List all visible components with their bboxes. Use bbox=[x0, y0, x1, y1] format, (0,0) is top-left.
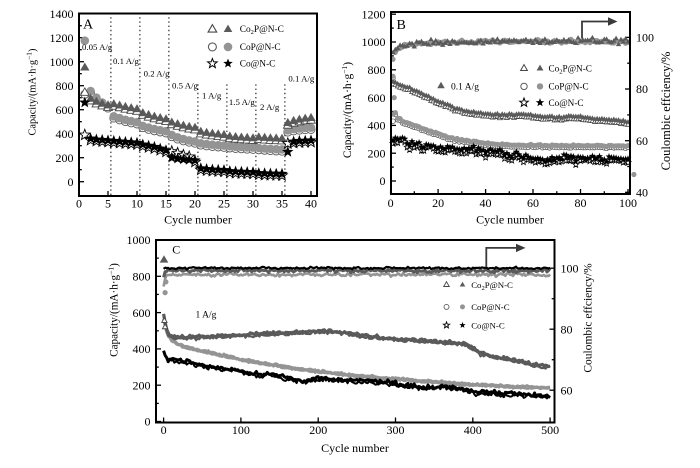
svg-text:1.5 A/g: 1.5 A/g bbox=[229, 97, 256, 107]
svg-text:10: 10 bbox=[131, 197, 143, 211]
svg-text:20: 20 bbox=[432, 196, 444, 210]
svg-text:200: 200 bbox=[368, 146, 386, 160]
svg-text:Co@N-C: Co@N-C bbox=[549, 98, 584, 108]
svg-text:1200: 1200 bbox=[362, 7, 386, 21]
svg-text:0: 0 bbox=[161, 423, 167, 437]
svg-text:80: 80 bbox=[636, 82, 648, 96]
svg-text:60: 60 bbox=[561, 383, 573, 397]
svg-text:80: 80 bbox=[561, 322, 573, 336]
svg-text:0: 0 bbox=[145, 415, 151, 429]
svg-text:60: 60 bbox=[527, 196, 539, 210]
svg-text:Coulombic effciency/%: Coulombic effciency/% bbox=[659, 52, 673, 171]
svg-text:40: 40 bbox=[305, 197, 317, 211]
svg-text:400: 400 bbox=[133, 342, 151, 356]
svg-text:300: 300 bbox=[387, 423, 405, 437]
svg-text:600: 600 bbox=[56, 103, 74, 117]
svg-text:200: 200 bbox=[309, 423, 327, 437]
svg-text:CoP@N-C: CoP@N-C bbox=[240, 43, 281, 53]
svg-text:0.1 A/g: 0.1 A/g bbox=[113, 56, 140, 66]
svg-text:35: 35 bbox=[276, 197, 288, 211]
svg-text:400: 400 bbox=[56, 127, 74, 141]
svg-text:200: 200 bbox=[56, 151, 74, 165]
svg-text:5: 5 bbox=[105, 197, 111, 211]
svg-text:0.1 A/g: 0.1 A/g bbox=[451, 83, 479, 93]
svg-text:400: 400 bbox=[368, 119, 386, 133]
svg-text:Co@N-C: Co@N-C bbox=[240, 60, 276, 70]
svg-text:40: 40 bbox=[636, 186, 648, 200]
svg-text:1 A/g: 1 A/g bbox=[196, 311, 217, 321]
svg-text:800: 800 bbox=[368, 63, 386, 77]
svg-text:0: 0 bbox=[76, 197, 82, 211]
svg-text:25: 25 bbox=[218, 197, 230, 211]
svg-text:40: 40 bbox=[480, 196, 492, 210]
svg-text:800: 800 bbox=[56, 79, 74, 93]
svg-text:Coulombic effciency/%: Coulombic effciency/% bbox=[583, 263, 595, 373]
svg-text:800: 800 bbox=[133, 270, 151, 284]
svg-text:1 A/g: 1 A/g bbox=[202, 91, 222, 101]
svg-text:Capacity/(mA·h·g−1): Capacity/(mA·h·g−1) bbox=[25, 49, 39, 136]
svg-text:Cycle number: Cycle number bbox=[321, 441, 389, 455]
svg-text:1400: 1400 bbox=[50, 7, 74, 21]
svg-text:C: C bbox=[172, 243, 180, 257]
svg-text:A: A bbox=[83, 18, 94, 33]
svg-text:1000: 1000 bbox=[50, 55, 74, 69]
svg-text:1000: 1000 bbox=[362, 35, 386, 49]
svg-text:0.1 A/g: 0.1 A/g bbox=[288, 73, 315, 83]
svg-text:Capacity/(mA·h·g−1): Capacity/(mA·h·g−1) bbox=[340, 62, 354, 158]
svg-text:600: 600 bbox=[133, 306, 151, 320]
svg-text:20: 20 bbox=[189, 197, 201, 211]
svg-text:30: 30 bbox=[247, 197, 259, 211]
svg-text:0: 0 bbox=[380, 174, 386, 188]
svg-text:0: 0 bbox=[388, 196, 394, 210]
svg-text:2 A/g: 2 A/g bbox=[260, 102, 280, 112]
svg-text:0.5 A/g: 0.5 A/g bbox=[172, 81, 199, 91]
svg-text:100: 100 bbox=[619, 196, 637, 210]
svg-text:0: 0 bbox=[68, 175, 74, 189]
svg-text:Co@N-C: Co@N-C bbox=[471, 320, 505, 330]
svg-text:Capacity/(mA·h·g−1): Capacity/(mA·h·g−1) bbox=[107, 263, 121, 357]
svg-text:80: 80 bbox=[575, 196, 587, 210]
svg-text:0.2 A/g: 0.2 A/g bbox=[144, 69, 171, 79]
svg-text:CoP@N-C: CoP@N-C bbox=[471, 302, 510, 312]
svg-text:1200: 1200 bbox=[50, 31, 74, 45]
svg-text:0.05 A/g: 0.05 A/g bbox=[82, 42, 113, 52]
svg-text:100: 100 bbox=[232, 423, 250, 437]
svg-text:15: 15 bbox=[160, 197, 172, 211]
svg-text:600: 600 bbox=[368, 91, 386, 105]
svg-text:500: 500 bbox=[541, 423, 559, 437]
svg-text:100: 100 bbox=[636, 31, 654, 45]
svg-text:CoP@N-C: CoP@N-C bbox=[549, 82, 589, 92]
svg-text:Cycle number: Cycle number bbox=[476, 212, 544, 226]
svg-text:200: 200 bbox=[133, 378, 151, 392]
svg-text:1000: 1000 bbox=[127, 233, 151, 247]
svg-text:Co2P@N-C: Co2P@N-C bbox=[240, 25, 284, 36]
svg-text:Cycle number: Cycle number bbox=[164, 212, 232, 226]
svg-text:B: B bbox=[397, 18, 406, 33]
svg-text:60: 60 bbox=[636, 134, 648, 148]
svg-text:400: 400 bbox=[464, 423, 482, 437]
svg-text:100: 100 bbox=[561, 261, 579, 275]
